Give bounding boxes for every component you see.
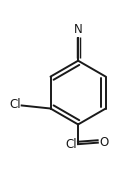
Text: N: N [74,23,83,36]
Text: O: O [99,136,108,149]
Text: Cl: Cl [9,98,21,111]
Text: Cl: Cl [65,138,77,151]
